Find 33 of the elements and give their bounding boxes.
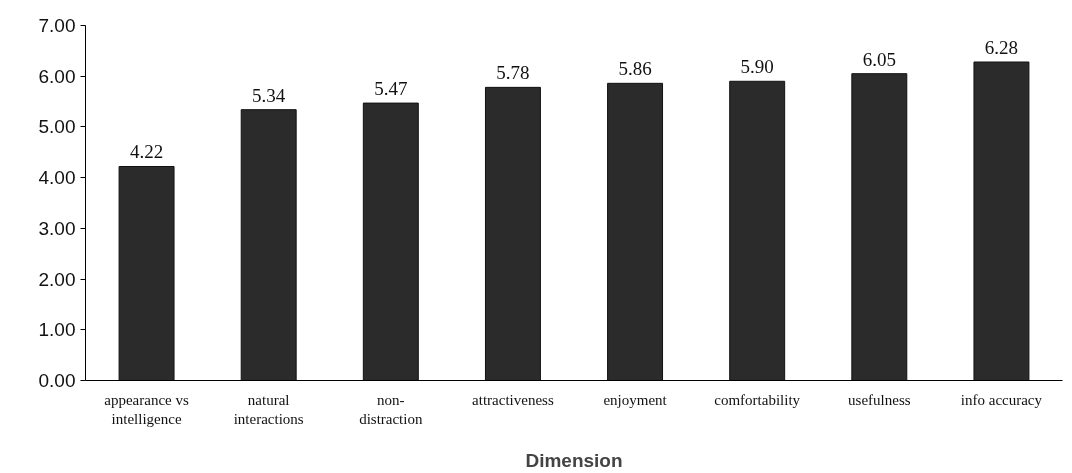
data-label: 5.34 xyxy=(252,84,286,106)
bar xyxy=(973,61,1030,381)
y-tick-label: 2.00 xyxy=(38,268,76,290)
data-label: 5.78 xyxy=(496,62,530,84)
x-tick-label: usefulness xyxy=(848,391,911,408)
x-tick-label: natural interactions xyxy=(233,391,304,427)
y-tick-label: 7.00 xyxy=(38,15,76,36)
y-tick-label: 6.00 xyxy=(38,65,76,87)
data-label: 6.28 xyxy=(984,37,1019,59)
y-tick-label: 1.00 xyxy=(38,319,76,341)
x-axis-title: Dimension xyxy=(525,449,623,471)
x-tick-label: non- distraction xyxy=(359,391,423,427)
bar xyxy=(240,109,297,381)
bar xyxy=(729,80,786,381)
data-label: 6.05 xyxy=(862,48,896,70)
bar xyxy=(851,73,908,381)
data-label: 4.22 xyxy=(129,141,164,163)
data-label: 5.90 xyxy=(740,56,774,78)
data-label: 5.86 xyxy=(618,58,652,80)
x-tick-label: appearance vs intelligence xyxy=(104,391,189,427)
bar xyxy=(118,165,175,381)
x-tick-label: comfortability xyxy=(714,391,801,408)
y-tick-label: 4.00 xyxy=(38,167,76,189)
y-tick-label: 3.00 xyxy=(38,217,76,239)
bar xyxy=(362,102,419,381)
y-tick-label: 0.00 xyxy=(38,370,76,391)
bar xyxy=(484,86,541,381)
bar xyxy=(607,82,664,381)
x-tick-label: enjoyment xyxy=(603,391,668,408)
x-tick-label: info accuracy xyxy=(960,391,1043,408)
x-tick-label: attractiveness xyxy=(472,391,554,408)
data-label: 5.47 xyxy=(374,78,408,100)
y-tick-label: 5.00 xyxy=(38,116,76,138)
